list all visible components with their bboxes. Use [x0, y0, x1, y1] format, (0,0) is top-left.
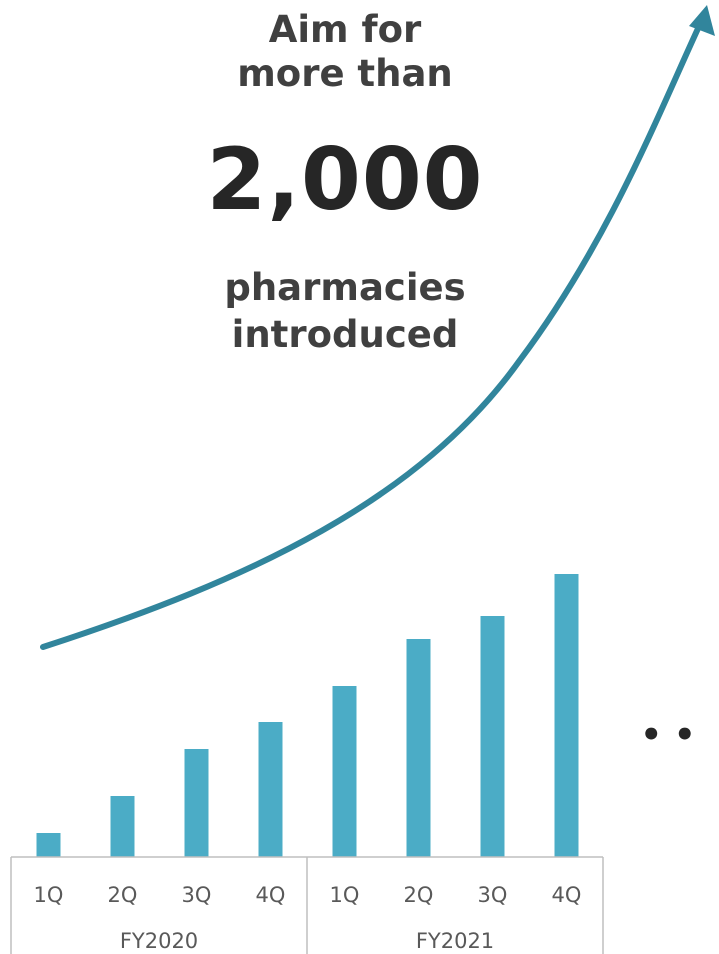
tick-label-1: 1Q — [34, 883, 64, 907]
headline-unit: pharmacies introduced — [180, 264, 510, 358]
tick-label-2: 2Q — [108, 883, 138, 907]
tick-labels: 1Q 2Q 3Q 4Q 1Q 2Q 3Q 4Q FY2020 FY2021 — [34, 883, 582, 953]
target-number: 2,000 — [206, 130, 484, 230]
bar-1 — [36, 833, 61, 857]
bar-5 — [332, 686, 357, 857]
tick-label-6: 2Q — [404, 883, 434, 907]
tick-label-3: 3Q — [182, 883, 212, 907]
group-label-1: FY2020 — [120, 929, 198, 953]
bar-2 — [110, 796, 135, 857]
bars-group — [36, 574, 579, 857]
group-label-2: FY2021 — [416, 929, 494, 953]
arrow-head-icon — [689, 5, 715, 36]
bar-6 — [406, 639, 431, 857]
trend-arrow-icon — [40, 19, 704, 650]
headline-aim: Aim for more than — [180, 8, 510, 96]
headline-unit-line2: introduced — [231, 313, 459, 356]
x-axis — [10, 856, 604, 954]
tick-label-5: 1Q — [330, 883, 360, 907]
headline-aim-line2: more than — [237, 52, 453, 95]
bar-7 — [480, 616, 505, 857]
tick-label-4: 4Q — [256, 883, 286, 907]
bar-3 — [184, 749, 209, 857]
bar-8 — [554, 574, 579, 857]
headline-unit-line1: pharmacies — [224, 266, 466, 309]
tick-label-7: 3Q — [478, 883, 508, 907]
headline-aim-line1: Aim for — [268, 8, 422, 51]
tick-label-8: 4Q — [552, 883, 582, 907]
continuation-dots: • • — [640, 715, 695, 755]
bar-4 — [258, 722, 283, 857]
